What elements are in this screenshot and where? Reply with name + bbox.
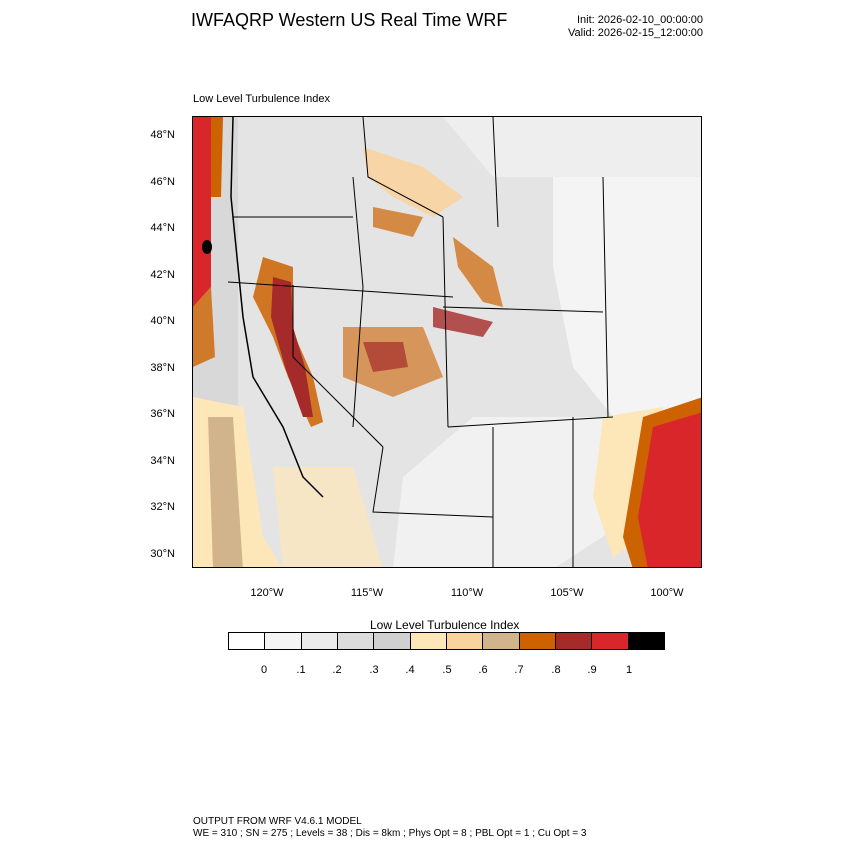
colorbar-label: .3 <box>369 664 379 676</box>
colorbar-label: .9 <box>587 664 597 676</box>
lat-label: 48°N <box>150 129 175 141</box>
colorbar-label: .1 <box>296 664 306 676</box>
colorbar <box>228 632 665 650</box>
init-time: Init: 2026-02-10_00:00:00 <box>577 14 703 26</box>
lat-label: 42°N <box>150 269 175 281</box>
colorbar-label: .6 <box>478 664 488 676</box>
colorbar-box <box>555 633 593 649</box>
main-title: IWFAQRP Western US Real Time WRF <box>191 10 508 30</box>
plot-title: Low Level Turbulence Index <box>193 93 330 105</box>
lat-label: 46°N <box>150 176 175 188</box>
colorbar-label: 0 <box>260 664 268 676</box>
colorbar-box <box>483 633 520 649</box>
lon-label: 120°W <box>250 587 284 599</box>
colorbar-label: .5 <box>442 664 452 676</box>
colorbar-label: .4 <box>405 664 415 676</box>
colorbar-label: .8 <box>551 664 561 676</box>
colorbar-box <box>229 633 266 649</box>
footer-model: OUTPUT FROM WRF V4.6.1 MODEL <box>193 816 362 827</box>
colorbar-box <box>592 633 629 649</box>
lat-label: 32°N <box>150 501 175 513</box>
valid-time: Valid: 2026-02-15_12:00:00 <box>568 27 703 39</box>
colorbar-box <box>410 633 447 649</box>
lon-label: 115°W <box>350 587 384 599</box>
lat-label: 34°N <box>150 455 175 467</box>
colorbar-title: Low Level Turbulence Index <box>370 618 520 632</box>
turbulence-map <box>193 117 701 567</box>
lat-label: 44°N <box>150 222 175 234</box>
colorbar-label: .7 <box>514 664 524 676</box>
lat-label: 40°N <box>150 315 175 327</box>
footer-config: WE = 310 ; SN = 275 ; Levels = 38 ; Dis … <box>193 828 587 839</box>
colorbar-box <box>374 633 411 649</box>
colorbar-label: 1 <box>625 664 633 676</box>
lon-label: 105°W <box>550 587 584 599</box>
lon-label: 100°W <box>650 587 684 599</box>
colorbar-box <box>337 633 375 649</box>
colorbar-box <box>446 633 484 649</box>
colorbar-box <box>519 633 556 649</box>
lat-label: 30°N <box>150 548 175 560</box>
lat-label: 36°N <box>150 408 175 420</box>
colorbar-label: .2 <box>332 664 342 676</box>
map-panel <box>192 116 702 568</box>
colorbar-box <box>265 633 302 649</box>
colorbar-box <box>628 633 664 649</box>
lat-label: 38°N <box>150 362 175 374</box>
colorbar-box <box>301 633 338 649</box>
lon-label: 110°W <box>450 587 484 599</box>
